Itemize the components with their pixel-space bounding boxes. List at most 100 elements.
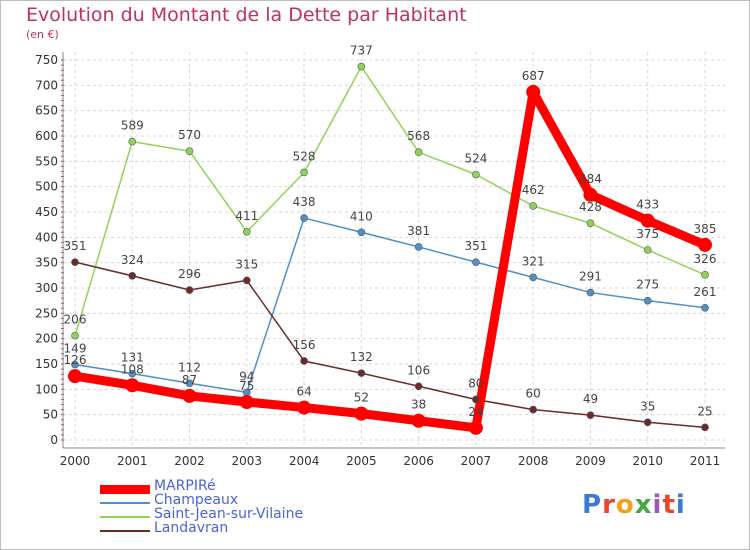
legend-swatch (100, 502, 150, 504)
data-point (128, 272, 137, 280)
chart-unit: (en €) (26, 28, 59, 41)
data-label: 112 (178, 360, 201, 374)
data-point (182, 388, 197, 403)
data-label: 87 (182, 373, 197, 387)
y-tick-label: 450 (35, 205, 58, 219)
data-point (125, 378, 140, 393)
data-label: 411 (235, 209, 258, 223)
legend-label: Champeaux (154, 492, 239, 508)
data-point (243, 227, 251, 236)
data-label: 261 (694, 285, 717, 299)
data-label: 315 (235, 257, 258, 271)
y-tick-label: 300 (35, 281, 58, 295)
x-tick-label: 2001 (117, 454, 148, 468)
y-tick-label: 650 (35, 104, 58, 118)
data-label: 381 (407, 224, 430, 238)
data-point (472, 395, 480, 404)
data-label: 737 (350, 44, 373, 58)
data-label: 351 (64, 239, 87, 253)
logo-letter: x (634, 490, 653, 520)
x-tick-label: 2011 (690, 454, 721, 468)
data-label: 410 (350, 209, 373, 223)
data-point (297, 400, 312, 415)
data-label: 528 (293, 149, 316, 163)
legend-label: MARPIRé (154, 478, 216, 494)
x-tick-label: 2006 (403, 454, 434, 468)
data-label: 296 (178, 267, 201, 281)
data-point (643, 296, 652, 305)
data-point (128, 369, 137, 378)
data-point (357, 369, 366, 377)
data-point (586, 288, 595, 297)
data-point (128, 137, 137, 146)
data-label: 326 (694, 252, 717, 266)
data-point (643, 246, 652, 254)
data-point (185, 379, 194, 388)
x-tick-label: 2009 (575, 454, 606, 468)
data-point (701, 423, 709, 432)
series-lines (70, 65, 710, 433)
data-label: 324 (121, 253, 144, 267)
data-point (71, 360, 79, 369)
y-tick-label: 0 (50, 433, 58, 447)
data-point (185, 147, 194, 155)
y-tick-label: 200 (35, 332, 58, 346)
data-label: 524 (464, 152, 487, 166)
series-line-3 (74, 261, 706, 429)
data-label: 438 (293, 195, 316, 209)
legend-swatch (100, 530, 150, 532)
data-label: 131 (121, 351, 144, 365)
data-label: 149 (64, 342, 87, 356)
data-label: 589 (121, 119, 144, 133)
data-label: 64 (296, 385, 311, 399)
series-line-0 (70, 87, 710, 433)
data-point (357, 62, 366, 71)
x-tick-label: 2000 (60, 454, 91, 468)
data-point (529, 273, 537, 282)
data-label: 484 (579, 172, 602, 186)
data-point (701, 271, 709, 279)
data-label: 375 (636, 227, 659, 241)
logo-letter: P (582, 490, 603, 520)
data-label: 206 (64, 313, 87, 327)
data-label: 60 (526, 387, 541, 401)
data-label: 38 (411, 398, 426, 412)
x-tick-label: 2007 (461, 454, 492, 468)
data-point (68, 369, 82, 384)
x-tick-label: 2004 (289, 454, 320, 468)
data-label: 25 (697, 404, 712, 418)
data-label: 156 (293, 338, 316, 352)
y-tick-label: 250 (35, 306, 58, 320)
data-label: 351 (464, 239, 487, 253)
data-points (68, 62, 712, 435)
data-label: 132 (350, 350, 373, 364)
data-point (640, 213, 655, 228)
data-label: 94 (239, 369, 254, 383)
logo-letter: t (662, 490, 676, 520)
legend-label: Landavran (154, 520, 229, 536)
data-point (643, 418, 652, 427)
proxiti-logo: Proxiti (582, 490, 686, 520)
data-point (357, 228, 366, 237)
data-point (239, 395, 254, 409)
data-labels: 2065895704115287375685244624283753261491… (64, 44, 717, 419)
data-point (185, 286, 194, 294)
data-point (526, 84, 541, 99)
data-label: 321 (522, 254, 545, 268)
y-tick-label: 400 (35, 230, 58, 244)
data-point (472, 258, 480, 266)
data-label: 24 (468, 405, 483, 419)
data-point (472, 170, 480, 179)
data-label: 291 (579, 270, 602, 284)
y-tick-label: 150 (35, 357, 58, 371)
y-tick-label: 600 (35, 129, 58, 143)
x-tick-label: 2002 (174, 454, 205, 468)
data-point (71, 331, 79, 340)
data-point (698, 237, 712, 252)
series-line-2 (74, 65, 706, 337)
y-tick-label: 350 (35, 256, 58, 270)
data-label: 570 (178, 128, 201, 142)
y-tick-label: 550 (35, 154, 58, 168)
